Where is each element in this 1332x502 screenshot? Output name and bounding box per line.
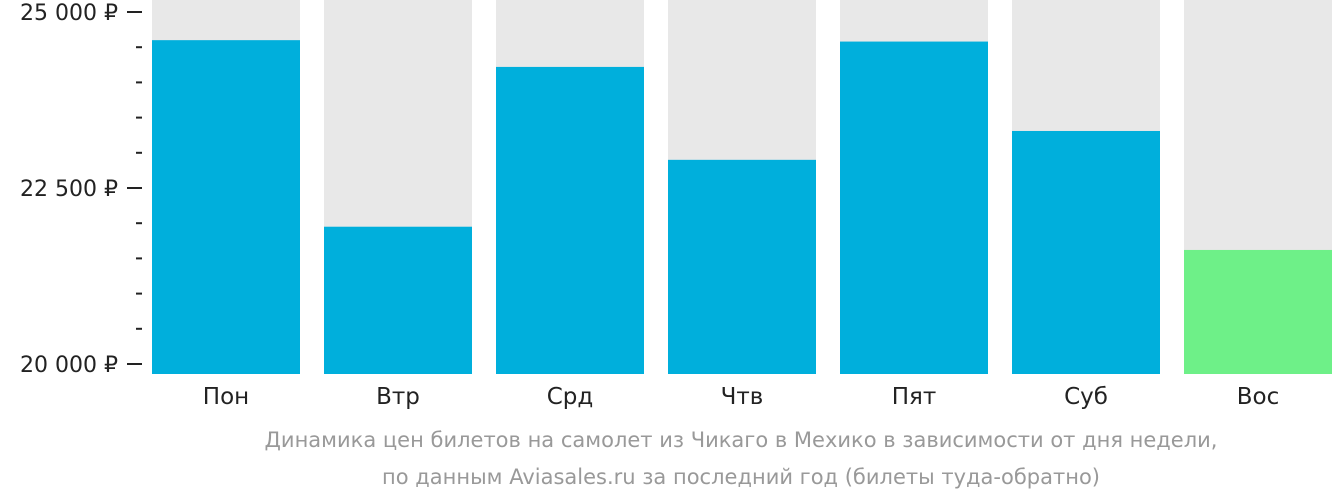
chart-caption-line-1: Динамика цен билетов на самолет из Чикаг… <box>264 428 1218 452</box>
x-tick-label: Суб <box>1064 384 1108 410</box>
bar <box>668 159 816 374</box>
x-tick-label: Пят <box>892 384 937 410</box>
y-tick-label: 22 500 ₽ <box>20 177 118 202</box>
x-tick-label: Пон <box>203 384 249 410</box>
bar <box>496 66 644 375</box>
x-tick-label: Срд <box>547 384 594 410</box>
bar <box>840 41 988 375</box>
chart-caption-line-2: по данным Aviasales.ru за последний год … <box>382 465 1100 489</box>
y-tick-label: 20 000 ₽ <box>20 353 118 378</box>
x-tick-label: Втр <box>376 384 420 410</box>
y-tick-label: 25 000 ₽ <box>20 1 118 26</box>
x-tick-label: Вос <box>1237 384 1280 410</box>
price-by-weekday-chart: Пон Втр Срд Чтв Пят Суб Вос 20 000 ₽ 22 500 ₽ 25 … <box>20 0 1332 410</box>
bar <box>324 226 472 374</box>
bar <box>152 40 300 374</box>
x-tick-label: Чтв <box>721 384 764 410</box>
bar <box>1184 249 1332 374</box>
bar <box>1012 130 1160 374</box>
